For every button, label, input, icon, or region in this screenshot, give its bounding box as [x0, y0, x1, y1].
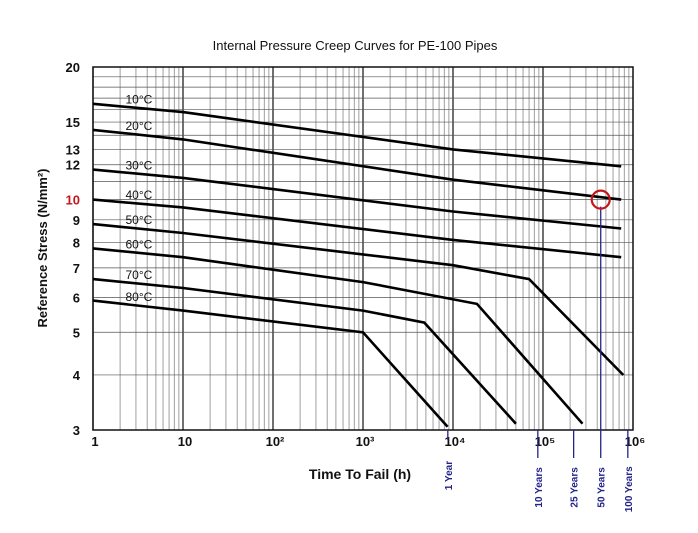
grid — [92, 66, 634, 431]
y-tick-label: 5 — [73, 325, 80, 340]
series-line — [92, 299, 449, 428]
service-life-marker-label: 1 Year — [444, 461, 455, 490]
series-line — [92, 168, 622, 230]
series-line — [92, 198, 622, 259]
x-tick-label: 10³ — [356, 434, 375, 449]
service-life-marker-label: 100 Years — [624, 466, 635, 512]
y-tick-label: 12 — [66, 158, 80, 173]
series-group: 10°C 20°C 30°C 40°C 50°C 60°C 70°C 80°C — [92, 93, 625, 428]
x-tick-label: 10 — [178, 434, 192, 449]
service-life-markers: 1 Year 10 Years 25 Years 50 Years 100 Years — [444, 189, 635, 512]
y-axis-label: Reference Stress (N/mm²) — [35, 169, 50, 328]
y-tick-label: 9 — [73, 213, 80, 228]
series-line — [92, 102, 622, 168]
series-label: 10°C — [126, 93, 153, 107]
x-tick-label: 10² — [266, 434, 285, 449]
y-tick-label: 3 — [73, 423, 80, 438]
y-tick-label: 10 — [66, 193, 80, 208]
x-tick-label: 10⁶ — [625, 434, 645, 449]
series-label: 80°C — [126, 290, 153, 304]
y-tick-label: 20 — [66, 60, 80, 75]
series-label: 30°C — [126, 158, 153, 172]
series-label: 20°C — [126, 119, 153, 133]
service-life-marker-label: 25 Years — [570, 467, 581, 508]
x-tick-label: 1 — [91, 434, 98, 449]
series-label: 70°C — [126, 268, 153, 282]
service-life-marker-label: 50 Years — [597, 467, 608, 508]
x-axis-label: Time To Fail (h) — [309, 466, 411, 482]
y-tick-label: 6 — [73, 290, 80, 305]
service-life-marker-label: 10 Years — [534, 467, 545, 508]
series-label: 40°C — [126, 188, 153, 202]
series-line — [92, 277, 517, 425]
chart-title: Internal Pressure Creep Curves for PE-10… — [213, 38, 498, 53]
y-tick-label: 8 — [73, 235, 80, 250]
series-label: 60°C — [126, 237, 153, 251]
series-label: 50°C — [126, 213, 153, 227]
series-line — [92, 222, 625, 376]
y-tick-label: 15 — [66, 115, 80, 130]
x-tick-label: 10⁵ — [535, 434, 556, 449]
series-line — [92, 128, 622, 201]
x-tick-label: 10⁴ — [445, 434, 466, 449]
y-tick-label: 7 — [73, 261, 80, 276]
highlight-circle — [590, 189, 611, 210]
series-line — [92, 247, 584, 425]
y-tick-label: 13 — [66, 142, 80, 157]
y-tick-label: 4 — [73, 368, 81, 383]
